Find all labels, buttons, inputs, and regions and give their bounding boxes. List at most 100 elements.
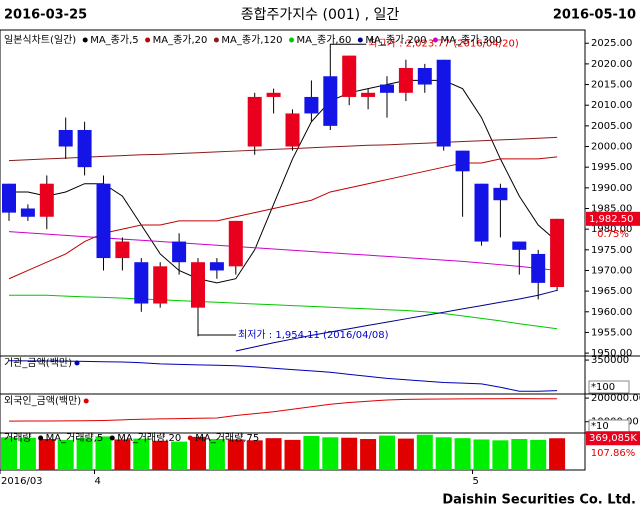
y-tick-label: 1960.00	[591, 307, 632, 318]
y-tick-label: 2025.00	[591, 38, 632, 49]
volume-bar	[246, 440, 263, 470]
candle-body	[417, 68, 432, 85]
last-volume-label: 369,085K	[589, 433, 637, 444]
volume-bar	[454, 438, 471, 470]
volume-bar	[114, 439, 131, 470]
candle-body	[134, 262, 149, 304]
legend-entry: MA_거래량,5	[46, 432, 104, 444]
volume-bar	[76, 438, 93, 470]
legend-swatch	[145, 37, 151, 43]
legend-swatch	[74, 360, 80, 366]
start-date: 2016-03-25	[4, 8, 87, 23]
x-tick-label: 2016/03	[1, 476, 43, 487]
volume-bar	[549, 438, 566, 470]
y-tick-label: 2005.00	[591, 121, 632, 132]
volume-bar	[19, 437, 36, 470]
volume-bar	[397, 438, 414, 470]
candle-body	[398, 68, 413, 93]
volume-bar	[284, 439, 301, 470]
candle-body	[550, 218, 565, 287]
ma-line	[8, 136, 558, 162]
panel-title: 거래량	[4, 432, 32, 444]
volume-bar	[38, 439, 55, 470]
candle-body	[2, 183, 16, 213]
volume-bar	[208, 439, 225, 470]
footer: Daishin Securities Co. Ltd.	[442, 493, 636, 508]
volume-bar	[303, 436, 320, 470]
legend-swatch	[82, 37, 88, 43]
candle-body	[266, 92, 281, 97]
header-title: 종합주가지수 (001) , 일간	[241, 7, 400, 23]
volume-bar	[133, 438, 150, 470]
end-date: 2016-05-10	[553, 8, 636, 23]
last-volume-box	[586, 431, 640, 446]
y-tick-label: 1980.00	[591, 224, 632, 235]
candle-body	[191, 262, 205, 308]
y-tick-label: 1995.00	[591, 162, 632, 173]
legend-swatch	[289, 37, 295, 43]
y-tick-label: 200000.00	[591, 393, 640, 404]
flow-line	[8, 360, 558, 392]
candle-body	[285, 113, 300, 147]
last-price-label: 1,982.50	[589, 214, 634, 225]
volume-bar	[265, 438, 282, 470]
candle-body	[380, 84, 394, 93]
ma-line	[9, 79, 558, 284]
candle-body	[209, 262, 224, 271]
annotation-leader	[197, 334, 236, 337]
legend-swatch	[187, 435, 193, 441]
volume-bar	[511, 439, 528, 470]
legend-swatch	[213, 37, 219, 43]
candle-body	[436, 59, 451, 147]
volume-change-label: 107.86%	[591, 448, 636, 459]
candle-body	[493, 187, 508, 201]
chart-subtitle: 일본식차트(일간)	[4, 34, 76, 46]
volume-bar	[57, 439, 74, 470]
candle-body	[20, 208, 35, 217]
volume-bar	[379, 435, 395, 470]
candle-body	[304, 96, 319, 114]
y-tick-label: 1955.00	[591, 327, 632, 338]
candle-body	[228, 220, 243, 267]
candle-body	[77, 129, 92, 168]
multiplier: *100	[591, 382, 615, 393]
y-tick-label: 1965.00	[591, 286, 632, 297]
panel-title: 기관_금액(백만)	[4, 357, 72, 369]
annotation-leader	[329, 43, 367, 49]
volume-bar	[152, 440, 169, 470]
y-tick-label: 1970.00	[591, 265, 632, 276]
candle-body	[247, 96, 262, 147]
legend-swatch	[357, 37, 363, 43]
multiplier-box	[588, 380, 630, 394]
candle-body	[342, 55, 357, 97]
volume-bar	[1, 437, 17, 470]
legend-entry: MA_종가,200	[365, 34, 426, 46]
candle-body	[323, 76, 338, 126]
ma-line	[9, 294, 558, 330]
volume-bar	[227, 439, 244, 470]
legend-entry: MA_종가,5	[90, 34, 138, 46]
x-tick-label: 4	[95, 476, 101, 487]
y-tick-label: 2000.00	[591, 142, 632, 153]
high-annotation: 최고가 : 2,023.77 (2016/04/20)	[368, 37, 519, 49]
candle-body	[455, 150, 470, 172]
volume-bar	[435, 437, 452, 470]
last-price-box	[586, 211, 640, 226]
candle-body	[96, 183, 111, 259]
volume-bar	[530, 439, 547, 470]
candle-body	[172, 241, 187, 263]
y-tick-label: 2010.00	[591, 100, 632, 111]
y-tick-label: 2020.00	[591, 59, 632, 70]
flow-line	[8, 398, 558, 422]
candle-body	[39, 183, 54, 217]
volume-bar	[171, 441, 188, 470]
volume-bar	[416, 434, 433, 470]
legend-entry: MA_거래량,75	[195, 432, 259, 444]
y-tick-label: 2015.00	[591, 80, 632, 91]
legend-swatch	[83, 398, 89, 404]
candle-body	[58, 129, 73, 147]
legend-entry: MA_종가,20	[153, 34, 208, 46]
ma-line	[235, 289, 558, 352]
y-tick-label: 350000	[591, 355, 629, 366]
